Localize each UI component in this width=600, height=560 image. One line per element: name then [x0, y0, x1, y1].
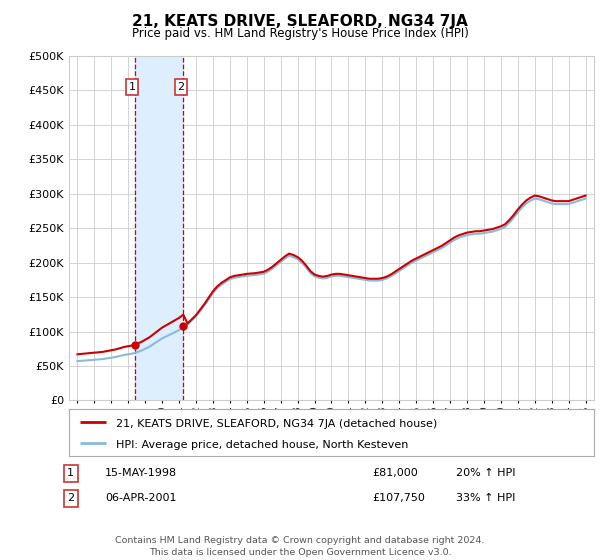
Text: 20% ↑ HPI: 20% ↑ HPI — [456, 468, 515, 478]
Text: 15-MAY-1998: 15-MAY-1998 — [105, 468, 177, 478]
Text: 2: 2 — [67, 493, 74, 503]
Text: 06-APR-2001: 06-APR-2001 — [105, 493, 176, 503]
Text: Price paid vs. HM Land Registry's House Price Index (HPI): Price paid vs. HM Land Registry's House … — [131, 27, 469, 40]
Text: £81,000: £81,000 — [372, 468, 418, 478]
Text: £107,750: £107,750 — [372, 493, 425, 503]
Text: 1: 1 — [128, 82, 136, 92]
Text: 21, KEATS DRIVE, SLEAFORD, NG34 7JA: 21, KEATS DRIVE, SLEAFORD, NG34 7JA — [132, 14, 468, 29]
Text: HPI: Average price, detached house, North Kesteven: HPI: Average price, detached house, Nort… — [116, 440, 409, 450]
Text: 33% ↑ HPI: 33% ↑ HPI — [456, 493, 515, 503]
Text: Contains HM Land Registry data © Crown copyright and database right 2024.
This d: Contains HM Land Registry data © Crown c… — [115, 536, 485, 557]
Bar — [134, 56, 184, 400]
Text: 1: 1 — [67, 468, 74, 478]
Text: 21, KEATS DRIVE, SLEAFORD, NG34 7JA (detached house): 21, KEATS DRIVE, SLEAFORD, NG34 7JA (det… — [116, 419, 437, 429]
Text: 2: 2 — [178, 82, 185, 92]
